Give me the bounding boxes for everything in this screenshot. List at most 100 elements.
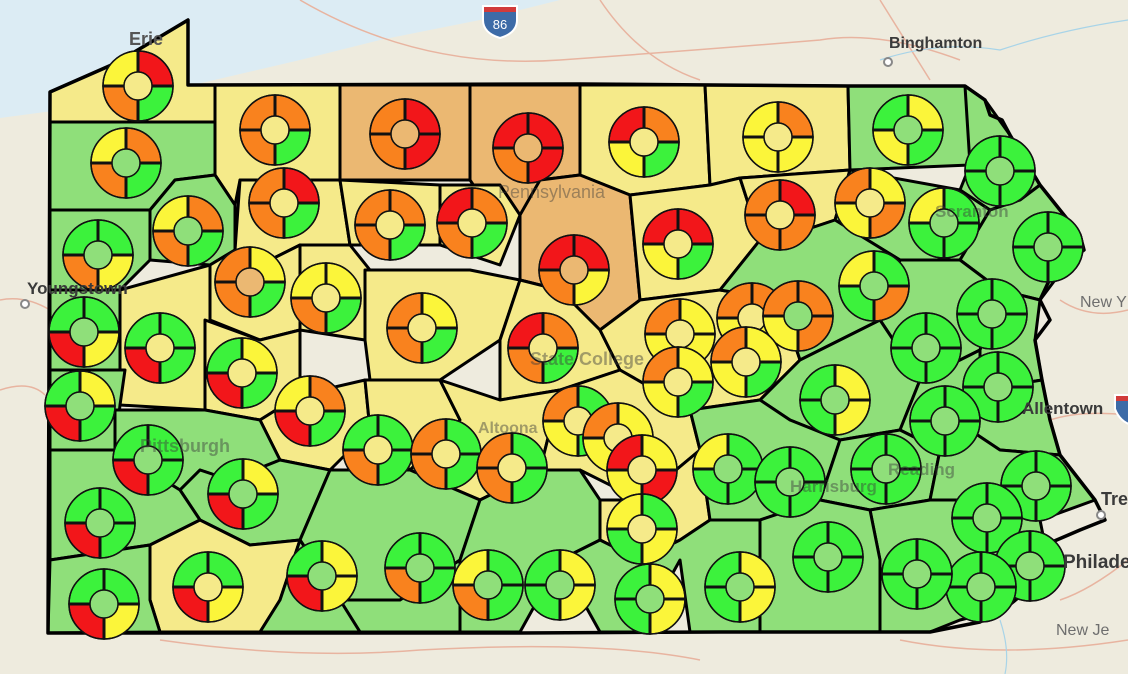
county-ring-marker[interactable] <box>290 262 362 334</box>
interstate-78-shield <box>1112 392 1128 428</box>
county-ring-marker[interactable] <box>152 195 224 267</box>
county-ring-marker[interactable] <box>62 219 134 291</box>
county-ring-marker[interactable] <box>881 538 953 610</box>
marker-center <box>783 301 813 331</box>
county-ring-marker[interactable] <box>890 312 962 384</box>
marker-center <box>663 367 693 397</box>
county-ring-marker[interactable] <box>1000 450 1072 522</box>
county-ring-marker[interactable] <box>710 326 782 398</box>
marker-center <box>663 229 693 259</box>
marker-center <box>1021 471 1051 501</box>
county-ring-marker[interactable] <box>908 187 980 259</box>
label-binghamton: Binghamton <box>889 35 983 52</box>
marker-center <box>972 503 1002 533</box>
marker-center <box>85 508 115 538</box>
county-ring-marker[interactable] <box>48 296 120 368</box>
county-ring-marker[interactable] <box>64 487 136 559</box>
marker-center <box>260 115 290 145</box>
marker-center <box>911 333 941 363</box>
county-ring-marker[interactable] <box>492 112 564 184</box>
county-ring-marker[interactable] <box>762 280 834 352</box>
youngstown-dot <box>20 299 30 309</box>
county-ring-marker[interactable] <box>692 433 764 505</box>
county-ring-marker[interactable] <box>614 563 686 635</box>
marker-center <box>405 553 435 583</box>
label-new-jersey: New Je <box>1056 622 1110 639</box>
county-ring-marker[interactable] <box>124 312 196 384</box>
marker-center <box>635 584 665 614</box>
marker-center <box>977 299 1007 329</box>
marker-center <box>431 439 461 469</box>
county-ring-marker[interactable] <box>850 433 922 505</box>
county-ring-marker[interactable] <box>476 432 548 504</box>
marker-center <box>893 115 923 145</box>
county-ring-marker[interactable] <box>44 370 116 442</box>
marker-center <box>307 561 337 591</box>
county-ring-marker[interactable] <box>206 337 278 409</box>
county-ring-marker[interactable] <box>951 482 1023 554</box>
county-ring-marker[interactable] <box>507 312 579 384</box>
state-outline <box>46 18 1107 635</box>
county-ring-marker[interactable] <box>962 351 1034 423</box>
county-ring-marker[interactable] <box>248 167 320 239</box>
marker-center <box>545 570 575 600</box>
marker-center <box>497 453 527 483</box>
county-ring-marker[interactable] <box>538 234 610 306</box>
county-ring-marker[interactable] <box>964 135 1036 207</box>
county-ring-marker[interactable] <box>207 458 279 530</box>
county-ring-marker[interactable] <box>410 418 482 490</box>
county-ring-marker[interactable] <box>452 549 524 621</box>
county-ring-marker[interactable] <box>274 375 346 447</box>
county-ring-marker[interactable] <box>436 187 508 259</box>
county-ring-marker[interactable] <box>524 549 596 621</box>
label-allentown: Allentown <box>1022 399 1104 418</box>
county-ring-marker[interactable] <box>90 127 162 199</box>
marker-center <box>983 372 1013 402</box>
county-ring-marker[interactable] <box>642 346 714 418</box>
marker-center <box>627 455 657 485</box>
county-ring-marker[interactable] <box>102 50 174 122</box>
county-ring-marker[interactable] <box>744 179 816 251</box>
county-ring-marker[interactable] <box>956 278 1028 350</box>
county-ring-marker[interactable] <box>945 551 1017 623</box>
county-ring-marker[interactable] <box>872 94 944 166</box>
label-trenton: Tre <box>1101 489 1128 509</box>
county-ring-marker[interactable] <box>286 540 358 612</box>
label-erie: Erie <box>129 29 164 49</box>
county-ring-marker[interactable] <box>1012 211 1084 283</box>
marker-center <box>89 589 119 619</box>
county-ring-marker[interactable] <box>799 364 871 436</box>
county-ring-marker[interactable] <box>342 414 414 486</box>
county-ring-marker[interactable] <box>909 385 981 457</box>
county-ring-marker[interactable] <box>754 446 826 518</box>
county-ring-marker[interactable] <box>68 568 140 640</box>
county-ring-marker[interactable] <box>354 189 426 261</box>
county-ring-marker[interactable] <box>742 101 814 173</box>
county-markers[interactable] <box>44 50 1084 640</box>
county-ring-marker[interactable] <box>172 551 244 623</box>
marker-center <box>513 133 543 163</box>
county-ring-marker[interactable] <box>214 246 286 318</box>
county-ring-marker[interactable] <box>112 424 184 496</box>
marker-center <box>363 435 393 465</box>
county-ring-marker[interactable] <box>239 94 311 166</box>
county-ring-marker[interactable] <box>704 551 776 623</box>
county-ring-marker[interactable] <box>642 208 714 280</box>
county-ring-marker[interactable] <box>384 532 456 604</box>
county-ring-marker[interactable] <box>606 493 678 565</box>
marker-center <box>731 347 761 377</box>
label-harrisburg: Harrisburg <box>790 477 877 496</box>
county-ring-marker[interactable] <box>838 250 910 322</box>
county-ring-marker[interactable] <box>608 106 680 178</box>
marker-center <box>765 200 795 230</box>
county-ring-marker[interactable] <box>369 98 441 170</box>
marker-center <box>311 283 341 313</box>
marker-center <box>65 391 95 421</box>
county-ring-marker[interactable] <box>834 167 906 239</box>
marker-center <box>725 572 755 602</box>
county-ring-marker[interactable] <box>792 521 864 593</box>
county-ring-marker[interactable] <box>386 292 458 364</box>
